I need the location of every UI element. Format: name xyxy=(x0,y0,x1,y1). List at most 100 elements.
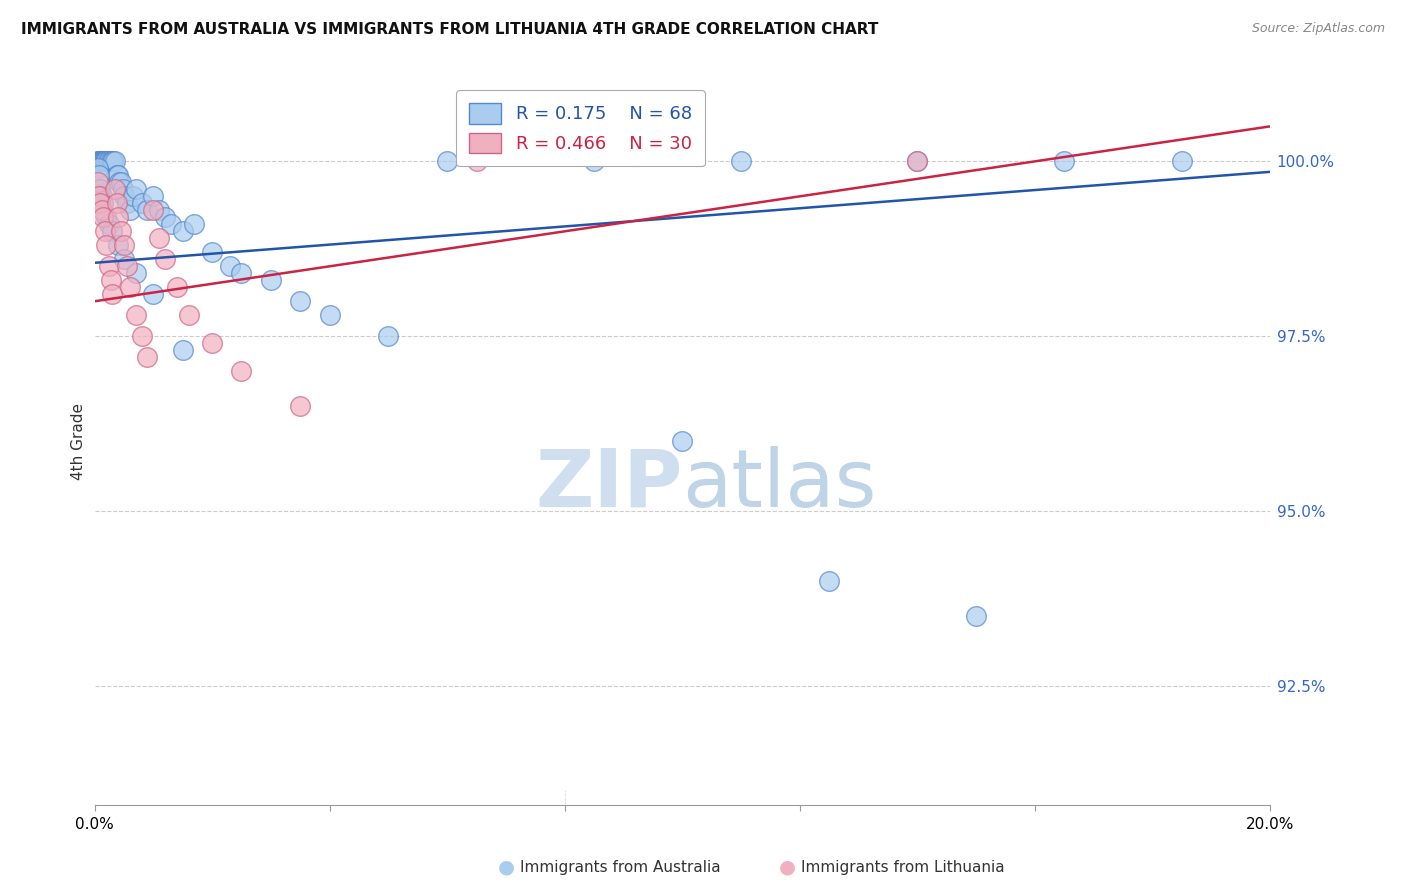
Point xyxy=(98,217,121,231)
Point xyxy=(90,189,112,203)
Point xyxy=(177,308,200,322)
Point xyxy=(131,196,153,211)
Text: ●: ● xyxy=(498,857,515,876)
Point xyxy=(96,238,118,252)
Point xyxy=(1170,154,1192,169)
Point xyxy=(111,182,134,196)
Point xyxy=(153,252,176,267)
Point xyxy=(142,287,165,301)
Legend: R = 0.175    N = 68, R = 0.466    N = 30: R = 0.175 N = 68, R = 0.466 N = 30 xyxy=(456,90,704,166)
Point xyxy=(100,273,122,287)
Point xyxy=(86,154,108,169)
Text: atlas: atlas xyxy=(682,446,876,524)
Point xyxy=(148,231,170,245)
Point xyxy=(125,266,148,280)
Point xyxy=(583,154,606,169)
Point xyxy=(89,196,111,211)
Point xyxy=(231,266,253,280)
Point xyxy=(118,203,141,218)
Point xyxy=(108,175,131,189)
Point xyxy=(231,364,253,378)
Point xyxy=(142,203,165,218)
Point xyxy=(100,154,122,169)
Point xyxy=(96,211,118,225)
Point xyxy=(118,280,141,294)
Point xyxy=(107,211,129,225)
Point xyxy=(90,154,112,169)
Point xyxy=(93,154,115,169)
Point xyxy=(290,399,312,413)
Point xyxy=(91,154,114,169)
Point xyxy=(94,224,117,238)
Point xyxy=(115,196,138,211)
Point xyxy=(377,329,399,343)
Point xyxy=(112,252,135,267)
Point xyxy=(172,343,194,358)
Point xyxy=(172,224,194,238)
Point xyxy=(1053,154,1076,169)
Point xyxy=(318,308,340,322)
Point xyxy=(96,154,118,169)
Point xyxy=(87,154,110,169)
Text: Immigrants from Lithuania: Immigrants from Lithuania xyxy=(801,861,1005,875)
Point xyxy=(166,280,188,294)
Point xyxy=(153,211,176,225)
Point xyxy=(125,182,148,196)
Point xyxy=(290,294,312,309)
Point xyxy=(110,175,132,189)
Point xyxy=(93,154,115,169)
Point xyxy=(98,260,121,274)
Point xyxy=(107,169,129,183)
Point xyxy=(86,189,108,203)
Point xyxy=(101,224,124,238)
Point xyxy=(183,217,205,231)
Point xyxy=(136,203,159,218)
Point xyxy=(105,169,128,183)
Point xyxy=(436,154,458,169)
Point xyxy=(89,154,111,169)
Point xyxy=(136,350,159,364)
Point xyxy=(105,196,128,211)
Point xyxy=(965,609,987,624)
Point xyxy=(112,189,135,203)
Point xyxy=(160,217,183,231)
Point xyxy=(93,211,115,225)
Point xyxy=(107,238,129,252)
Point xyxy=(201,336,224,351)
Point xyxy=(201,245,224,260)
Point xyxy=(148,203,170,218)
Point xyxy=(671,434,693,449)
Point xyxy=(89,189,111,203)
Point xyxy=(94,154,117,169)
Point xyxy=(93,154,115,169)
Point xyxy=(98,154,121,169)
Point xyxy=(121,189,143,203)
Point xyxy=(115,260,138,274)
Point xyxy=(218,260,240,274)
Text: IMMIGRANTS FROM AUSTRALIA VS IMMIGRANTS FROM LITHUANIA 4TH GRADE CORRELATION CHA: IMMIGRANTS FROM AUSTRALIA VS IMMIGRANTS … xyxy=(21,22,879,37)
Point xyxy=(101,287,124,301)
Point xyxy=(103,154,125,169)
Text: ZIP: ZIP xyxy=(534,446,682,524)
Text: ●: ● xyxy=(779,857,796,876)
Text: Source: ZipAtlas.com: Source: ZipAtlas.com xyxy=(1251,22,1385,36)
Point xyxy=(142,189,165,203)
Point xyxy=(93,196,115,211)
Point xyxy=(125,308,148,322)
Point xyxy=(730,154,752,169)
Point xyxy=(104,182,127,196)
Point xyxy=(465,154,488,169)
Point xyxy=(818,574,841,588)
Y-axis label: 4th Grade: 4th Grade xyxy=(72,402,86,480)
Point xyxy=(86,175,108,189)
Point xyxy=(131,329,153,343)
Point xyxy=(96,154,118,169)
Point xyxy=(905,154,928,169)
Point xyxy=(110,224,132,238)
Point xyxy=(905,154,928,169)
Point xyxy=(90,203,112,218)
Point xyxy=(89,169,111,183)
Point xyxy=(112,238,135,252)
Point xyxy=(104,154,127,169)
Text: Immigrants from Australia: Immigrants from Australia xyxy=(520,861,721,875)
